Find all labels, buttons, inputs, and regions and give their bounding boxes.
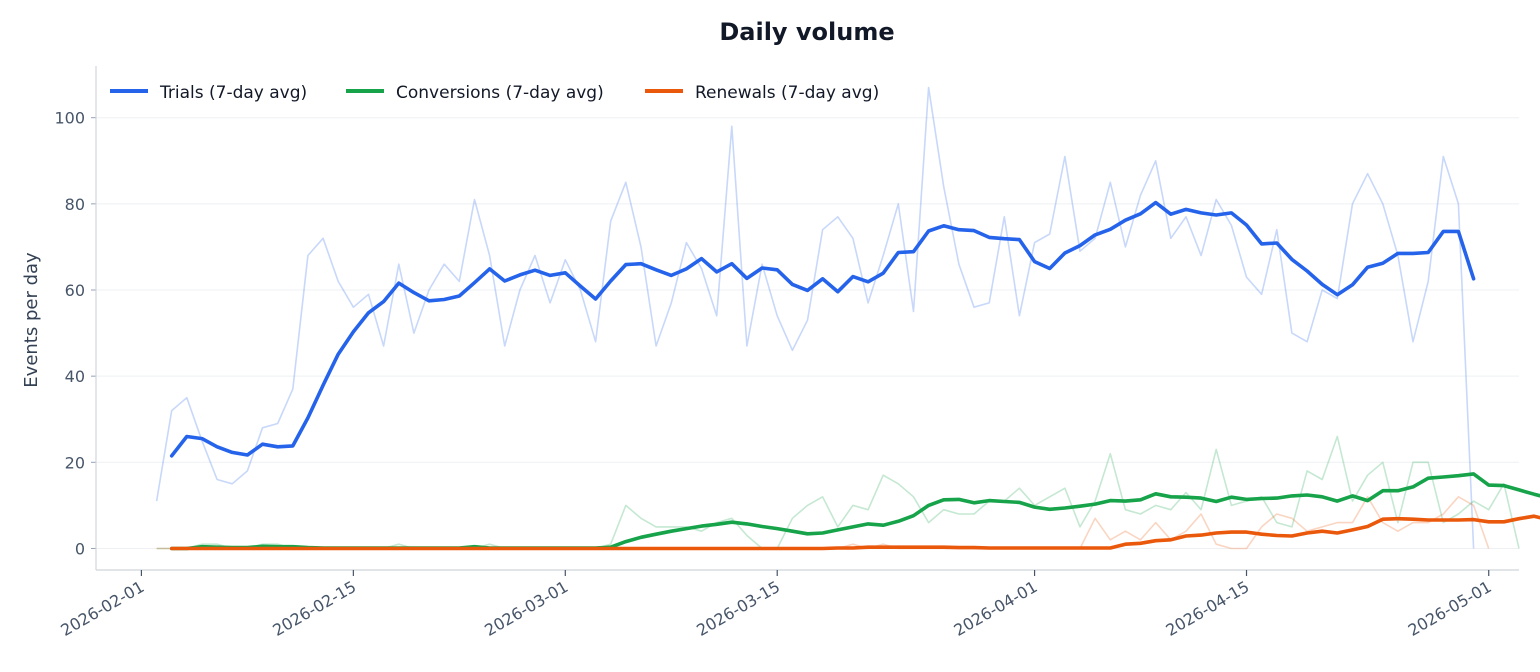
legend-label-trials: Trials (7-day avg) [159,83,307,103]
x-tick-label: 2026-02-01 [57,577,147,640]
x-tick-label: 2026-04-01 [951,577,1041,640]
avg-line-renewals [169,514,1540,551]
avg-line-trials [169,200,1476,458]
legend-item-trials: Trials (7-day avg) [110,83,307,103]
y-tick-label: 100 [54,109,85,128]
x-tick-labels: 2026-02-01 2026-02-15 2026-03-01 2026-03-15… [57,577,1494,640]
y-tick-label: 20 [65,453,85,472]
y-tick-label: 60 [65,281,85,300]
x-tick-label: 2026-02-15 [269,577,359,640]
y-tick-label: 40 [65,367,85,386]
avg-line-conversions [169,472,1540,551]
grid-lines [96,117,1519,549]
y-tick-label: 80 [65,195,85,214]
y-tick-label: 0 [75,539,85,558]
axes [91,66,1519,576]
raw-series-lines [155,86,1520,550]
average-series-lines [169,200,1540,551]
y-axis-label: Events per day [21,252,42,388]
chart-title: Daily volume [719,18,894,46]
legend-label-renewals: Renewals (7-day avg) [695,83,879,103]
legend-label-conversions: Conversions (7-day avg) [396,83,604,103]
raw-line-trials [155,86,1475,549]
x-tick-label: 2026-04-15 [1162,577,1252,640]
x-tick-label: 2026-05-01 [1405,577,1495,640]
x-tick-label: 2026-03-01 [481,577,571,640]
legend-item-renewals: Renewals (7-day avg) [645,83,879,103]
legend: Trials (7-day avg) Conversions (7-day av… [110,83,879,103]
x-tick-label: 2026-03-15 [693,577,783,640]
raw-line-renewals [156,496,1490,550]
legend-item-conversions: Conversions (7-day avg) [346,83,604,103]
y-tick-labels: 0 20 40 60 80 100 [54,109,85,559]
